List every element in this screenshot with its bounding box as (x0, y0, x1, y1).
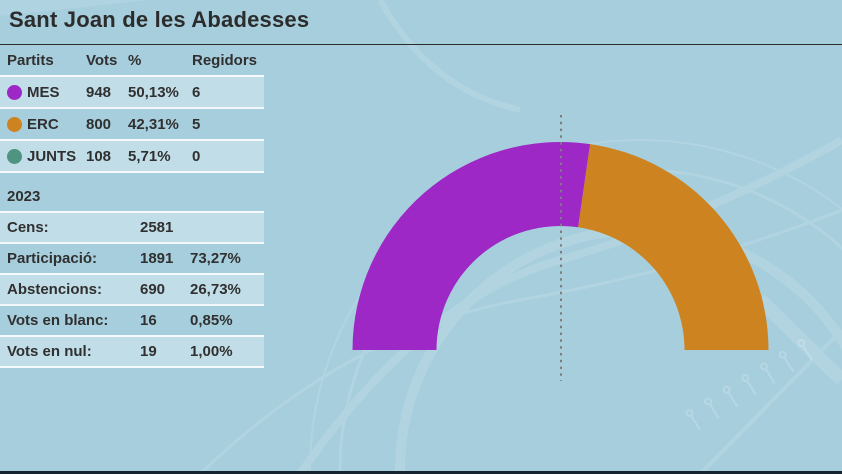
party-name: ERC (27, 115, 59, 133)
party-votes: 948 (86, 83, 112, 101)
stat-label: Participació: (7, 250, 98, 267)
stat-percent: 0,85% (190, 312, 233, 329)
seat-distribution-chart (352, 115, 769, 381)
party-seats: 6 (192, 83, 201, 101)
party-percent: 50,13% (128, 83, 179, 101)
stat-value: 690 (140, 281, 166, 298)
party-seats: 5 (192, 115, 201, 133)
party-row-erc: ERC 800 42,31% 5 (0, 107, 264, 139)
year-label: 2023 (7, 188, 41, 205)
stat-percent: 26,73% (190, 281, 241, 298)
party-row-mes: MES 948 50,13% 6 (0, 75, 264, 107)
stat-percent: 1,00% (190, 343, 233, 360)
party-table-header: Partits Vots % Regidors (0, 45, 264, 75)
column-header-regidors: Regidors (192, 51, 258, 69)
party-color-dot-mes (7, 84, 22, 100)
party-percent: 5,71% (128, 147, 171, 165)
bottom-border (0, 471, 842, 474)
stat-value: 16 (140, 312, 157, 329)
party-name: MES (27, 83, 60, 101)
party-votes: 108 (86, 147, 112, 165)
party-percent: 42,31% (128, 115, 179, 133)
party-name: JUNTS (27, 147, 77, 165)
stat-row-abstencions: Abstencions: 690 26,73% (0, 273, 264, 304)
stat-row-vots-en-nul: Vots en nul: 19 1,00% (0, 335, 264, 368)
page-title: Sant Joan de les Abadesses (9, 7, 310, 32)
stat-label: Vots en nul: (7, 343, 92, 360)
chart-segment-erc (578, 144, 769, 350)
stat-label: Vots en blanc: (7, 312, 109, 329)
stat-percent: 73,27% (190, 250, 241, 267)
stat-value: 2581 (140, 219, 174, 236)
party-votes: 800 (86, 115, 112, 133)
column-header-vots: Vots (86, 51, 118, 69)
party-results-table: Partits Vots % Regidors MES 948 50,13% 6… (0, 45, 264, 173)
title-divider (0, 44, 842, 45)
turnout-table: Cens: 2581 Participació: 1891 73,27% Abs… (0, 211, 264, 368)
party-color-dot-junts (7, 148, 22, 164)
chart-segment-mes (352, 142, 591, 350)
stat-value: 19 (140, 343, 157, 360)
stat-row-participacio: Participació: 1891 73,27% (0, 242, 264, 273)
stat-label: Cens: (7, 219, 49, 236)
party-color-dot-erc (7, 116, 22, 132)
party-row-junts: JUNTS 108 5,71% 0 (0, 139, 264, 173)
party-seats: 0 (192, 147, 201, 165)
column-header-partits: Partits (7, 51, 54, 69)
column-header-percent: % (128, 51, 142, 69)
stat-row-cens: Cens: 2581 (0, 211, 264, 242)
stat-row-vots-en-blanc: Vots en blanc: 16 0,85% (0, 304, 264, 335)
stat-label: Abstencions: (7, 281, 103, 298)
stat-value: 1891 (140, 250, 174, 267)
